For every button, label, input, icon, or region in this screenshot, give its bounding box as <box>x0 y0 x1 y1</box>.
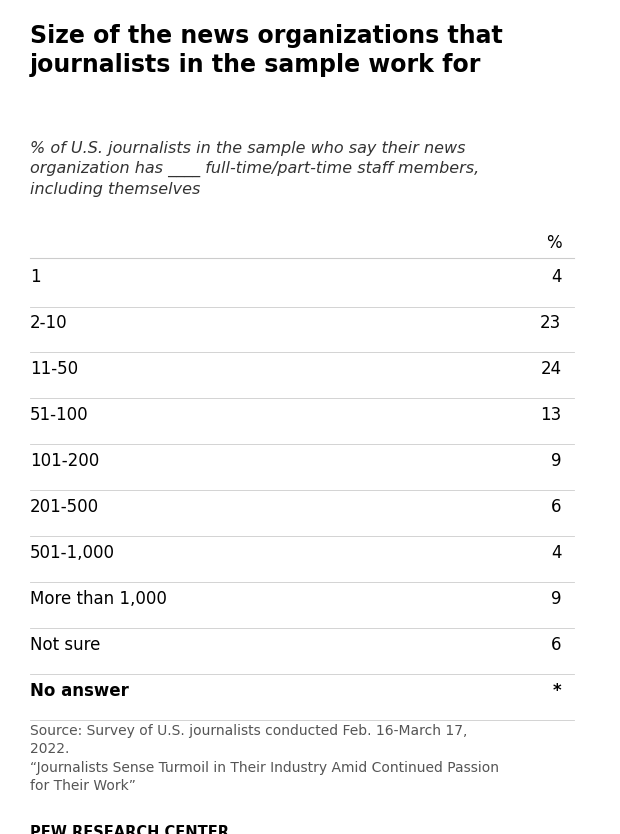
Text: 4: 4 <box>551 269 562 287</box>
Text: No answer: No answer <box>30 682 129 700</box>
Text: 501-1,000: 501-1,000 <box>30 544 115 562</box>
Text: 9: 9 <box>551 452 562 470</box>
Text: PEW RESEARCH CENTER: PEW RESEARCH CENTER <box>30 826 229 834</box>
Text: 101-200: 101-200 <box>30 452 99 470</box>
Text: % of U.S. journalists in the sample who say their news
organization has ____ ful: % of U.S. journalists in the sample who … <box>30 141 479 197</box>
Text: 1: 1 <box>30 269 41 287</box>
Text: More than 1,000: More than 1,000 <box>30 590 167 608</box>
Text: 51-100: 51-100 <box>30 406 89 425</box>
Text: 2-10: 2-10 <box>30 314 68 333</box>
Text: 23: 23 <box>540 314 562 333</box>
Text: 6: 6 <box>551 636 562 654</box>
Text: Not sure: Not sure <box>30 636 100 654</box>
Text: %: % <box>546 234 562 253</box>
Text: 13: 13 <box>540 406 562 425</box>
Text: 4: 4 <box>551 544 562 562</box>
Text: Size of the news organizations that
journalists in the sample work for: Size of the news organizations that jour… <box>30 23 503 78</box>
Text: 24: 24 <box>541 360 562 379</box>
Text: 201-500: 201-500 <box>30 498 99 516</box>
Text: 9: 9 <box>551 590 562 608</box>
Text: *: * <box>553 682 562 700</box>
Text: 6: 6 <box>551 498 562 516</box>
Text: Source: Survey of U.S. journalists conducted Feb. 16-March 17,
2022.
“Journalist: Source: Survey of U.S. journalists condu… <box>30 724 499 793</box>
Text: 11-50: 11-50 <box>30 360 78 379</box>
